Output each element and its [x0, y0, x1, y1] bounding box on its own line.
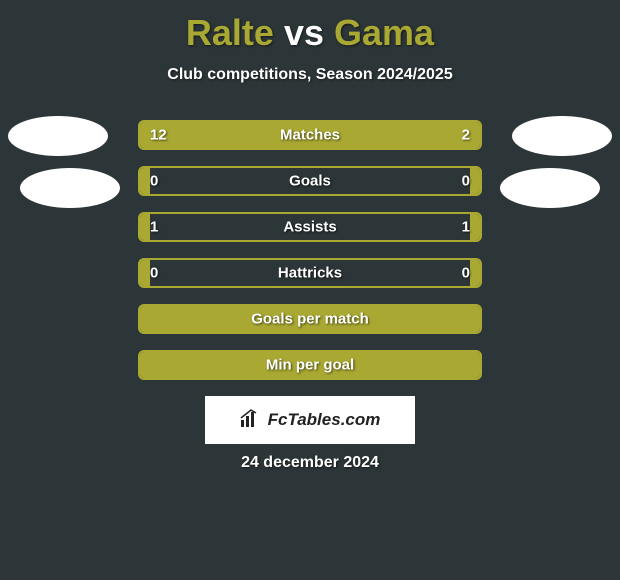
bar-value-right: 2: [462, 127, 470, 144]
player1-avatar-body: [20, 168, 120, 208]
stat-bar: 0 0 Hattricks: [138, 258, 482, 288]
bar-fill-left: [140, 260, 150, 286]
player1-name: Ralte: [186, 12, 274, 53]
stat-bar: 12 2 Matches: [138, 120, 482, 150]
bar-fill-left: [140, 168, 150, 194]
stat-bar: 1 1 Assists: [138, 212, 482, 242]
logo-text: FcTables.com: [268, 410, 381, 430]
date: 24 december 2024: [241, 454, 379, 472]
fctables-logo: FcTables.com: [205, 396, 415, 444]
bar-value-right: 0: [462, 173, 470, 190]
bar-fill-left: [140, 122, 405, 148]
player1-avatar-head: [8, 116, 108, 156]
bar-value-left: 12: [150, 127, 167, 144]
bar-label: Hattricks: [278, 265, 342, 282]
bar-value-right: 0: [462, 265, 470, 282]
bar-fill-right: [470, 260, 480, 286]
stats-bars: 12 2 Matches 0 0 Goals 1 1 Assists 0 0 Hattricks Goa…: [138, 120, 482, 396]
bar-fill-left: [140, 214, 150, 240]
vs-text: vs: [284, 12, 324, 53]
player2-name: Gama: [334, 12, 434, 53]
subtitle: Club competitions, Season 2024/2025: [0, 66, 620, 84]
bar-label: Assists: [283, 219, 336, 236]
bar-value-right: 1: [462, 219, 470, 236]
stat-bar: Goals per match: [138, 304, 482, 334]
bar-value-left: 1: [150, 219, 158, 236]
player2-avatar-body: [500, 168, 600, 208]
bar-label: Min per goal: [266, 357, 354, 374]
bar-fill-right: [470, 214, 480, 240]
bar-label: Goals: [289, 173, 331, 190]
bar-value-left: 0: [150, 265, 158, 282]
bar-fill-right: [470, 168, 480, 194]
player2-avatar-head: [512, 116, 612, 156]
bar-label: Matches: [280, 127, 340, 144]
bar-label: Goals per match: [251, 311, 369, 328]
stat-bar: 0 0 Goals: [138, 166, 482, 196]
bar-value-left: 0: [150, 173, 158, 190]
comparison-title: Ralte vs Gama: [0, 0, 620, 54]
chart-icon: [240, 408, 262, 433]
stat-bar: Min per goal: [138, 350, 482, 380]
